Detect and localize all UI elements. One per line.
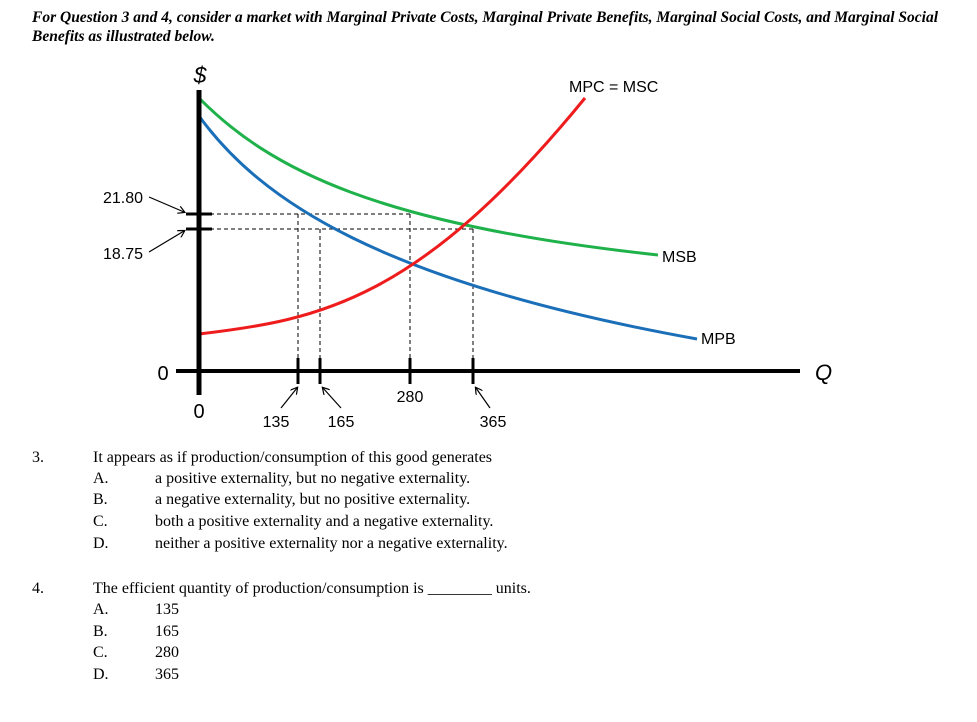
price-label-18-75: 18.75 bbox=[103, 246, 143, 263]
q4-option-a-letter: A. bbox=[93, 601, 109, 618]
externality-graph: $ Q 0 0 21.80 18.75 135 165 280 365 MPC … bbox=[103, 62, 832, 431]
quantity-label-165: 165 bbox=[328, 414, 355, 431]
question-3-number: 3. bbox=[32, 449, 44, 466]
y-axis-symbol: $ bbox=[193, 62, 208, 88]
q3-option-c: both a positive externality and a negati… bbox=[155, 513, 494, 530]
mpb-curve-label: MPB bbox=[701, 331, 736, 348]
q4-option-c: 280 bbox=[155, 644, 179, 661]
intro-text: For Question 3 and 4, consider a market … bbox=[32, 9, 939, 45]
origin-y-label: 0 bbox=[157, 363, 168, 385]
arrow-365 bbox=[476, 388, 491, 409]
origin-x-label: 0 bbox=[193, 401, 204, 423]
axis-ticks bbox=[186, 212, 475, 384]
question-4-stem: The efficient quantity of production/con… bbox=[93, 580, 531, 598]
question-4-number: 4. bbox=[32, 580, 44, 597]
q3-option-b: a negative externality, but no positive … bbox=[155, 491, 471, 508]
q4-option-d-letter: D. bbox=[93, 666, 109, 683]
label-arrows bbox=[148, 196, 491, 409]
question-3: 3. It appears as if production/consumpti… bbox=[0, 449, 977, 559]
mpc-msc-curve bbox=[198, 97, 587, 336]
arrow-165 bbox=[323, 388, 342, 409]
q4-option-d: 365 bbox=[155, 666, 179, 683]
question-3-stem: It appears as if production/consumption … bbox=[93, 449, 493, 466]
quantity-label-280: 280 bbox=[397, 389, 424, 406]
arrow-18-75 bbox=[148, 231, 184, 253]
answer-blank: ________ bbox=[427, 580, 492, 597]
q3-option-d-letter: D. bbox=[93, 535, 109, 552]
q4-option-b: 165 bbox=[155, 623, 179, 640]
q3-option-a: a positive externality, but no negative … bbox=[155, 470, 471, 487]
x-axis-symbol: Q bbox=[815, 360, 832, 385]
arrow-21-80 bbox=[148, 196, 184, 212]
q3-option-c-letter: C. bbox=[93, 513, 108, 530]
arrow-135 bbox=[280, 388, 297, 409]
q3-option-a-letter: A. bbox=[93, 470, 109, 487]
q4-option-c-letter: C. bbox=[93, 644, 108, 661]
question-4-stem-before: The efficient quantity of production/con… bbox=[93, 580, 428, 597]
q4-option-b-letter: B. bbox=[93, 623, 108, 640]
q3-option-d: neither a positive externality nor a neg… bbox=[155, 535, 508, 552]
msb-curve-label: MSB bbox=[662, 249, 697, 266]
q4-option-a: 135 bbox=[155, 601, 179, 618]
q3-option-b-letter: B. bbox=[93, 491, 108, 508]
question-4: 4. The efficient quantity of production/… bbox=[0, 580, 977, 690]
guide-lines bbox=[196, 213, 474, 371]
price-label-21-80: 21.80 bbox=[103, 190, 143, 207]
question-4-stem-after: units. bbox=[491, 580, 531, 597]
supply-curve-label: MPC = MSC bbox=[569, 79, 658, 96]
quantity-label-365: 365 bbox=[480, 414, 507, 431]
msb-curve bbox=[197, 96, 659, 257]
quantity-label-135: 135 bbox=[263, 414, 290, 431]
mpb-curve bbox=[197, 115, 698, 341]
